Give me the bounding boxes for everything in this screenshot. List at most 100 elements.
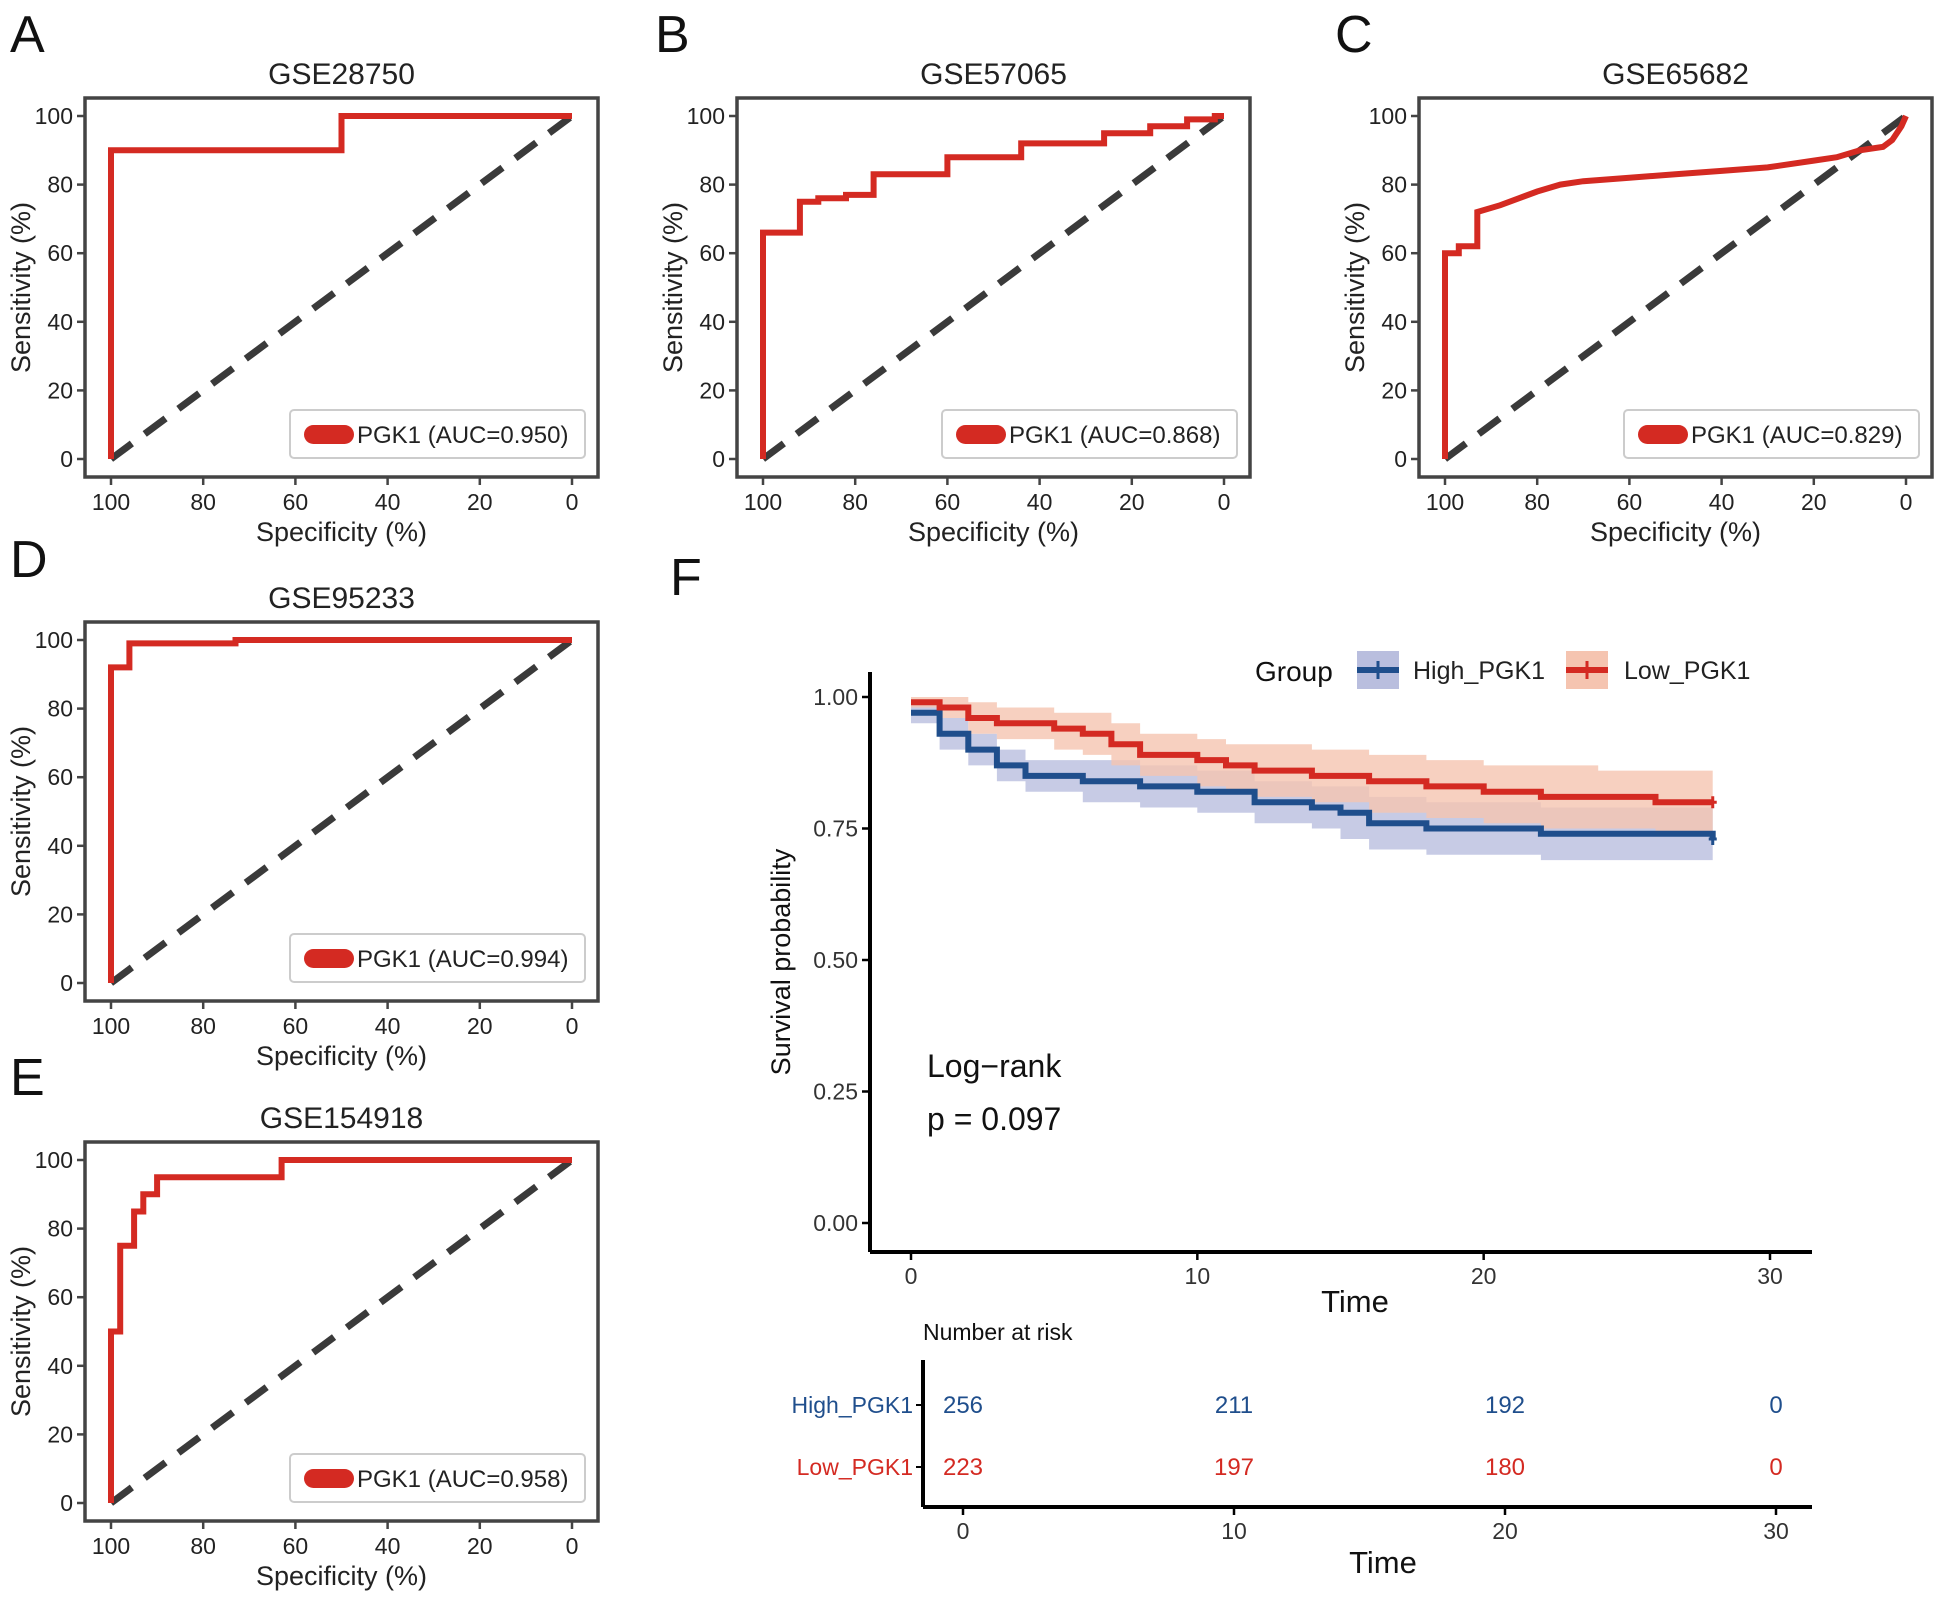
panel-label: F (670, 549, 702, 607)
x-tick-label: 60 (1617, 489, 1643, 515)
x-axis-label: Specificity (%) (908, 517, 1079, 547)
censor-mark (1708, 833, 1717, 846)
y-tick-label: 60 (47, 764, 73, 790)
x-axis-label: Specificity (%) (256, 1041, 427, 1071)
y-tick-label: 100 (687, 103, 725, 129)
x-tick-label: 80 (190, 489, 216, 515)
panel-label: B (655, 6, 690, 64)
risk-group-label: High_PGK1 (792, 1392, 913, 1418)
chart-title: GSE65682 (1602, 58, 1749, 91)
x-tick-label: 40 (375, 489, 401, 515)
x-tick-label: 0 (566, 1533, 579, 1559)
y-tick-label: 0 (60, 1490, 73, 1516)
y-tick-label: 100 (1369, 103, 1407, 129)
y-tick-label: 40 (1381, 309, 1407, 335)
risk-count: 192 (1485, 1392, 1525, 1419)
y-axis-label: Sensitivity (%) (658, 202, 688, 373)
x-tick-label: 80 (842, 489, 868, 515)
y-tick-label: 20 (47, 1421, 73, 1447)
x-tick-label: 0 (1900, 489, 1913, 515)
y-tick-label: 0.50 (813, 947, 858, 973)
legend-box (289, 933, 586, 983)
survival-curve-low-pgk1 (911, 699, 1713, 806)
x-tick-label: 20 (467, 1013, 493, 1039)
x-tick-label: 80 (1524, 489, 1550, 515)
y-tick-label: 1.00 (813, 684, 858, 710)
risk-count: 180 (1485, 1454, 1525, 1481)
roc-panel-b: B GSE57065 0 20 40 60 80 100 100 80 60 40 20 0 Specifi… (655, 6, 1252, 547)
legend-swatch (304, 425, 354, 444)
chart-title: GSE28750 (268, 58, 415, 91)
x-tick-label: 10 (1185, 1263, 1211, 1289)
x-tick-label: 80 (190, 1533, 216, 1559)
legend-box (289, 409, 586, 459)
legend-box (941, 409, 1238, 459)
y-tick-label: 80 (1381, 172, 1407, 198)
y-tick-label: 60 (47, 240, 73, 266)
y-tick-label: 0 (1394, 446, 1407, 472)
legend-label: PGK1 (AUC=0.958) (357, 1466, 568, 1493)
y-tick-label: 0.25 (813, 1079, 858, 1105)
panel-label: A (10, 6, 45, 64)
risk-count: 256 (943, 1392, 983, 1419)
y-axis-label: Sensitivity (%) (6, 726, 36, 897)
legend-swatch (304, 1469, 354, 1488)
x-tick-label: 100 (92, 1013, 130, 1039)
plot-frame (83, 96, 600, 479)
y-tick-label: 0 (60, 970, 73, 996)
roc-curve-pgk1 (1442, 114, 1909, 459)
roc-curve-pgk1 (108, 1157, 572, 1503)
x-tick-label: 10 (1221, 1518, 1247, 1544)
diagonal-reference-line (108, 113, 575, 462)
legend-box (1623, 409, 1920, 459)
legend-swatch (956, 425, 1006, 444)
y-tick-label: 80 (47, 1216, 73, 1242)
x-tick-label: 20 (1801, 489, 1827, 515)
y-tick-label: 60 (1381, 240, 1407, 266)
x-tick-label: 100 (92, 1533, 130, 1559)
risk-table: Number at risk High_PGK1 256 211 192 0 Low_PGK… (792, 1319, 1812, 1580)
x-tick-label: 100 (744, 489, 782, 515)
x-tick-label: 60 (283, 1533, 309, 1559)
diagonal-reference-line (1442, 113, 1909, 462)
y-axis-label: Sensitivity (%) (6, 202, 36, 373)
plot-frame (735, 96, 1252, 479)
legend-label: PGK1 (AUC=0.950) (357, 422, 568, 449)
y-tick-label: 80 (47, 172, 73, 198)
legend-title: Group (1255, 656, 1333, 687)
legend: PGK1 (AUC=0.958) (289, 1453, 586, 1503)
legend: PGK1 (AUC=0.829) (1623, 409, 1920, 459)
y-axis-label: Survival probability (766, 848, 796, 1075)
risk-count: 0 (1769, 1454, 1782, 1481)
roc-panel-c: C GSE65682 0 20 40 60 80 100 100 80 60 40 20 0 Specifi… (1335, 6, 1934, 547)
legend-label-high: High_PGK1 (1413, 657, 1545, 685)
diagonal-reference-line (760, 113, 1227, 462)
diagonal-reference-line (108, 1157, 575, 1506)
x-tick-label: 40 (375, 1533, 401, 1559)
x-axis-label: Specificity (%) (256, 1561, 427, 1591)
legend: PGK1 (AUC=0.950) (289, 409, 586, 459)
x-tick-label: 60 (283, 489, 309, 515)
risk-table-title: Number at risk (923, 1319, 1073, 1345)
x-tick-label: 0 (566, 489, 579, 515)
risk-group-label: Low_PGK1 (797, 1454, 913, 1480)
legend: PGK1 (AUC=0.994) (289, 933, 586, 983)
x-tick-label: 20 (467, 1533, 493, 1559)
y-tick-label: 80 (47, 696, 73, 722)
risk-count: 197 (1214, 1454, 1254, 1481)
x-tick-label: 100 (1426, 489, 1464, 515)
y-tick-label: 100 (35, 103, 73, 129)
y-tick-label: 20 (699, 377, 725, 403)
panel-label: E (10, 1049, 45, 1107)
chart-title: GSE95233 (268, 582, 415, 615)
y-tick-label: 40 (699, 309, 725, 335)
y-tick-label: 0 (712, 446, 725, 472)
panel-label: D (10, 531, 48, 589)
y-tick-label: 20 (1381, 377, 1407, 403)
x-tick-label: 0 (905, 1263, 918, 1289)
risk-count: 223 (943, 1454, 983, 1481)
x-tick-label: 20 (467, 489, 493, 515)
x-tick-label: 60 (935, 489, 961, 515)
x-tick-label: 40 (375, 1013, 401, 1039)
x-tick-label: 20 (1119, 489, 1145, 515)
